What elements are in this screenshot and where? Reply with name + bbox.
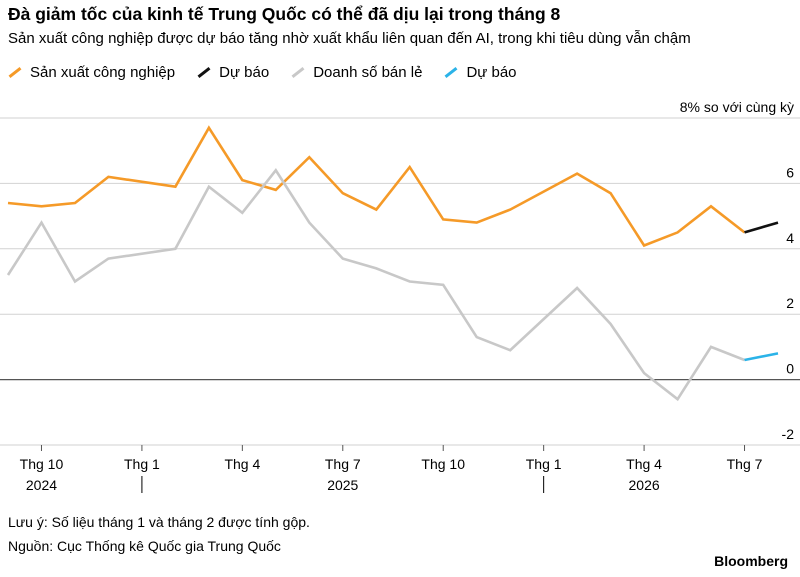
x-tick-label: Thg 7 [727,456,763,472]
series-line-2 [6,168,745,402]
y-tick-label: 0 [786,361,794,377]
legend-label-industrial: Sản xuất công nghiệp [30,64,176,81]
legend-item-retail: Doanh số bán lẻ [291,64,422,81]
x-tick-label: Thg 10 [20,456,64,472]
source-note: Nguồn: Cục Thống kê Quốc gia Trung Quốc [8,538,281,554]
x-tick-label: Thg 7 [325,456,361,472]
legend-label-retail: Doanh số bán lẻ [313,64,423,81]
x-tick-label: Thg 1 [124,456,160,472]
legend-item-industrial-forecast: Dự báo [197,64,269,81]
footnote: Lưu ý: Số liệu tháng 1 và tháng 2 được t… [8,514,310,530]
bloomberg-logo: Bloomberg [714,553,788,569]
y-tick-label: 4 [786,230,794,246]
legend: Sản xuất công nghiệp Dự báo Doanh số bán… [8,64,539,81]
x-tick-label: Thg 10 [421,456,465,472]
year-label: 2026 [629,477,660,493]
year-label: 2024 [26,477,57,493]
year-label: 2025 [327,477,358,493]
series-line-3 [744,352,779,362]
series-line-0 [7,125,746,248]
y-tick-label: -2 [782,426,795,442]
y-tick-label: 8% so với cùng kỳ [680,99,794,115]
legend-label-retail-forecast: Dự báo [466,64,517,81]
chart-title: Đà giảm tốc của kinh tế Trung Quốc có th… [8,4,561,24]
x-tick-label: Thg 4 [224,456,260,472]
legend-item-industrial: Sản xuất công nghiệp [8,64,175,81]
legend-label-industrial-forecast: Dự báo [219,64,270,81]
x-tick-label: Thg 1 [526,456,562,472]
series-line-1 [744,221,779,234]
chart-subtitle: Sản xuất công nghiệp được dự báo tăng nh… [8,30,691,47]
y-tick-label: 6 [786,164,794,180]
x-tick-label: Thg 4 [626,456,662,472]
y-tick-label: 2 [786,295,794,311]
legend-item-retail-forecast: Dự báo [444,64,517,81]
